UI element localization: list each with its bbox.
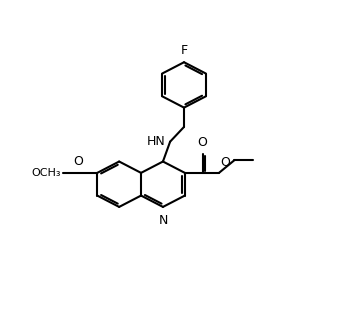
Text: O: O (221, 156, 230, 169)
Text: O: O (73, 156, 83, 169)
Text: F: F (181, 44, 188, 57)
Text: HN: HN (147, 135, 166, 148)
Text: N: N (158, 214, 168, 227)
Text: O: O (198, 136, 207, 149)
Text: OCH₃: OCH₃ (32, 168, 61, 178)
